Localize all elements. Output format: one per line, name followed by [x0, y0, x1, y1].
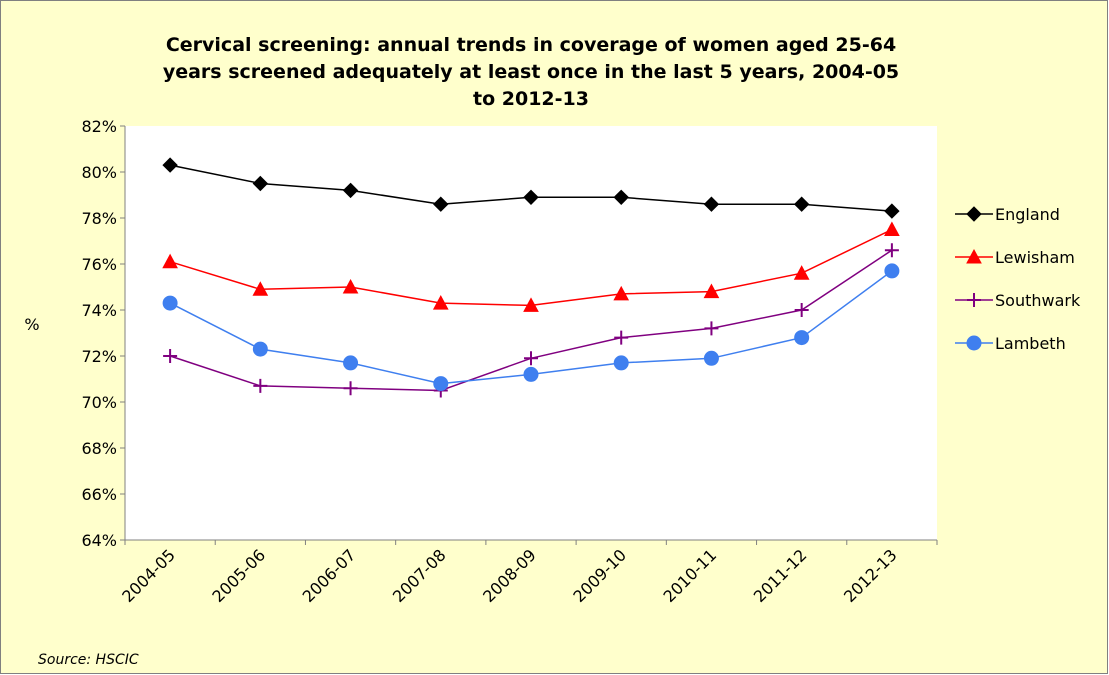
marker — [703, 350, 719, 366]
marker — [613, 189, 629, 206]
marker — [433, 376, 449, 392]
marker — [162, 157, 178, 173]
marker — [524, 351, 538, 366]
marker — [793, 196, 810, 212]
chart-title: years screened adequately at least once … — [163, 61, 899, 83]
y-tick-label: 78% — [81, 209, 117, 228]
marker — [794, 303, 809, 317]
marker — [523, 366, 539, 382]
marker — [252, 175, 269, 192]
marker — [704, 321, 719, 336]
y-tick-label: 64% — [81, 531, 117, 550]
marker — [433, 196, 449, 212]
plot-area — [125, 126, 937, 540]
marker — [884, 221, 900, 236]
marker — [162, 253, 178, 269]
legend-label: Lewisham — [995, 248, 1075, 267]
marker — [884, 243, 899, 258]
marker — [794, 330, 810, 346]
marker — [523, 189, 539, 206]
marker — [884, 263, 900, 279]
y-tick-label: 76% — [81, 255, 117, 274]
y-tick-label: 70% — [81, 393, 117, 412]
marker — [966, 335, 982, 351]
y-tick-label: 66% — [81, 485, 117, 504]
legend-label: Lambeth — [995, 334, 1066, 353]
y-tick-label: 68% — [81, 439, 117, 458]
chart-title: to 2012-13 — [473, 88, 589, 110]
marker — [613, 285, 630, 301]
marker — [703, 283, 720, 299]
y-tick-label: 74% — [81, 301, 117, 320]
marker — [342, 278, 359, 294]
marker — [163, 349, 178, 363]
y-axis-label: % — [24, 315, 39, 334]
marker — [966, 206, 982, 222]
chart-title: Cervical screening: annual trends in cov… — [166, 34, 896, 56]
y-tick-label: 82% — [81, 117, 117, 136]
marker — [703, 196, 720, 212]
marker — [432, 295, 449, 310]
marker — [343, 381, 358, 396]
marker — [884, 203, 900, 219]
marker — [523, 297, 539, 312]
marker — [613, 355, 629, 371]
marker — [162, 295, 178, 311]
marker — [342, 182, 359, 199]
legend-label: England — [995, 205, 1060, 224]
marker — [614, 330, 629, 345]
y-tick-label: 80% — [81, 163, 117, 182]
marker — [252, 281, 269, 296]
marker — [252, 341, 268, 357]
marker — [966, 248, 982, 264]
marker — [253, 378, 268, 393]
marker — [343, 355, 359, 371]
marker — [793, 265, 810, 280]
y-tick-label: 72% — [81, 347, 117, 366]
legend-label: Southwark — [995, 291, 1081, 310]
source-note: Source: HSCIC — [38, 652, 139, 668]
marker — [967, 293, 981, 307]
